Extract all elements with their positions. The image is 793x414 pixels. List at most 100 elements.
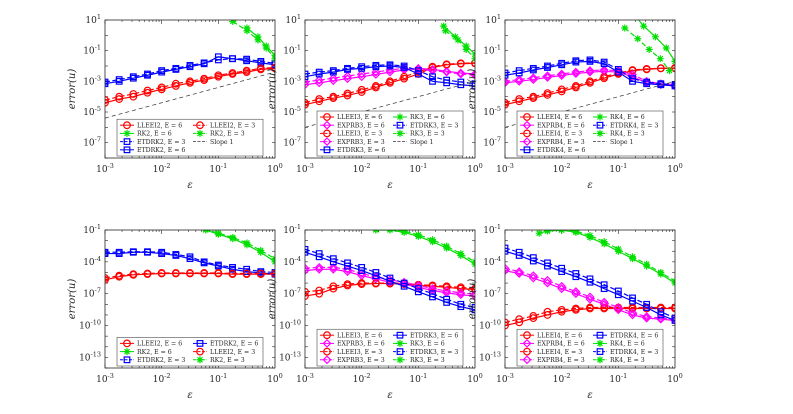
- data-point: [328, 262, 338, 272]
- y-tick-label: 101: [485, 13, 501, 26]
- y-axis-label: error(u): [267, 279, 278, 320]
- legend-label: ETDRK4, E = 3: [610, 122, 658, 129]
- data-point: [314, 75, 324, 85]
- data-point: [642, 312, 652, 322]
- legend-marker: [523, 129, 531, 138]
- legend-marker: [522, 120, 532, 130]
- legend-label: ETDRK2, E = 6: [137, 147, 185, 154]
- data-point: [372, 61, 380, 69]
- data-point: [614, 287, 622, 295]
- y-tick-label: 10-4: [83, 255, 101, 268]
- legend-label: LLEEI2, E = 3: [210, 349, 255, 356]
- data-point: [256, 64, 265, 73]
- series-7: [505, 56, 675, 89]
- data-point: [505, 263, 510, 273]
- data-point: [200, 259, 208, 267]
- legend-marker: [396, 348, 404, 355]
- data-point: [214, 230, 222, 237]
- legend-entry: ETDRK4, E = 6: [520, 146, 585, 154]
- series-5: [105, 269, 275, 282]
- legend-label: Slope 1: [210, 139, 234, 146]
- data-point: [544, 259, 551, 267]
- legend-entry: RK4, E = 3: [593, 129, 645, 138]
- legend-entry: RK3, E = 3: [393, 356, 445, 364]
- data-point: [357, 85, 366, 94]
- legend-label: EXPRB4, E = 6: [537, 341, 585, 348]
- legend-box: [516, 328, 664, 367]
- x-tick-label: 10-3: [496, 372, 514, 385]
- data-point: [599, 65, 609, 75]
- data-point: [515, 248, 523, 256]
- legend-entry: Slope 1: [393, 139, 434, 146]
- data-point: [614, 291, 622, 299]
- legend-label: ETDRK3, E = 6: [337, 147, 385, 154]
- data-point: [105, 98, 109, 107]
- data-point: [514, 267, 524, 277]
- legend-label: EXPRB3, E = 6: [337, 341, 385, 348]
- legend-label: RK3, E = 3: [410, 357, 445, 364]
- data-point: [414, 231, 422, 239]
- x-axis-label: ε: [587, 180, 592, 191]
- legend-entry: LLEEI3, E = 3: [320, 129, 382, 138]
- data-point: [543, 89, 552, 98]
- data-point: [105, 96, 109, 104]
- legend-marker: [196, 356, 204, 364]
- data-point: [172, 66, 180, 73]
- x-tick-label: 10-1: [409, 162, 427, 175]
- x-tick-label: 10-2: [153, 162, 171, 175]
- data-point: [456, 288, 466, 298]
- series-line: [305, 67, 475, 86]
- data-point: [358, 263, 366, 271]
- chart-panel-4: 10-3 10-2 10-1 100 10-13 10-10 10-7 10-4 10-1 ε er…: [67, 223, 283, 401]
- series-line: [105, 272, 275, 279]
- axes-frame: [104, 19, 276, 159]
- legend-marker: [523, 331, 531, 340]
- x-axis-label: ε: [387, 180, 392, 191]
- axes-frame: [104, 229, 276, 369]
- x-tick-label: 10-1: [209, 372, 227, 385]
- legend-entry: EXPRB3, E = 3: [320, 355, 385, 365]
- y-tick-label: 10-7: [283, 136, 301, 149]
- y-tick-label: 10-13: [279, 350, 301, 363]
- data-point: [628, 308, 637, 318]
- y-tick-label: 10-10: [479, 319, 501, 332]
- data-point: [344, 64, 351, 72]
- y-tick-label: 10-7: [483, 287, 501, 300]
- legend-entry: ETDRK2, E = 6: [120, 146, 185, 154]
- legend-entry: RK4, E = 6: [593, 113, 645, 121]
- data-point: [214, 71, 223, 80]
- series-line: [105, 71, 275, 119]
- legend-entry: RK2, E = 3: [193, 129, 245, 138]
- legend-label: LLEEI4, E = 6: [537, 332, 582, 339]
- data-point: [600, 238, 608, 246]
- data-point: [414, 285, 422, 293]
- legend-label: RK4, E = 6: [610, 114, 645, 121]
- data-point: [400, 279, 408, 287]
- y-tick-label: 10-5: [283, 105, 301, 118]
- data-point: [628, 66, 637, 74]
- data-point: [171, 79, 180, 88]
- legend-entry: RK2, E = 3: [193, 356, 245, 364]
- series-7: [305, 245, 475, 311]
- legend-marker: [596, 129, 604, 137]
- data-point: [243, 239, 251, 247]
- legend-marker: [396, 121, 404, 129]
- legend-label: ETDRK2, E = 3: [137, 139, 185, 146]
- data-point: [656, 64, 665, 73]
- data-point: [572, 270, 580, 277]
- legend-entry: LLEEI2, E = 3: [193, 121, 255, 129]
- data-point: [186, 77, 194, 86]
- x-tick-label: 10-3: [296, 162, 314, 175]
- data-point: [429, 236, 437, 244]
- legend-marker: [323, 113, 331, 121]
- data-point: [543, 71, 552, 81]
- data-point: [515, 67, 523, 75]
- legend-label: ETDRK3, E = 6: [410, 332, 458, 339]
- data-point: [429, 77, 436, 85]
- legend-entry: RK4, E = 6: [593, 339, 645, 348]
- data-point: [271, 63, 275, 72]
- data-point: [585, 292, 595, 302]
